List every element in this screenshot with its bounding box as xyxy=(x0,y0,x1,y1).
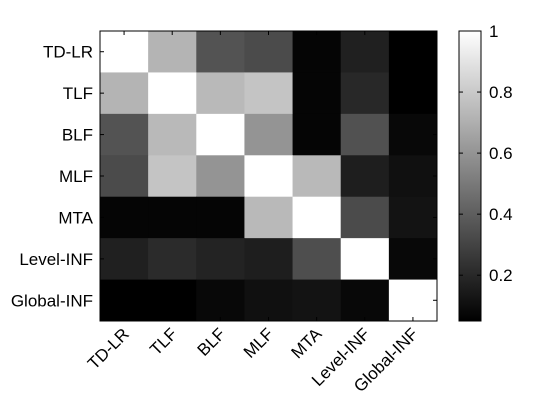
heatmap-cells xyxy=(100,31,438,322)
heatmap-cell-Global-INF-Level-INF xyxy=(340,279,390,322)
y-tick-label: BLF xyxy=(62,126,93,145)
heatmap-cell-Global-INF-Global-INF xyxy=(388,279,438,322)
colorbar-tick-label: 0.8 xyxy=(489,83,513,102)
heatmap-cell-TD-LR-Level-INF xyxy=(340,31,390,73)
heatmap-cell-MTA-MTA xyxy=(292,196,342,239)
heatmap-cell-MLF-Global-INF xyxy=(388,155,438,198)
heatmap-cell-BLF-TD-LR xyxy=(100,113,149,156)
heatmap-cell-TLF-MTA xyxy=(292,72,342,115)
heatmap-cell-MLF-MTA xyxy=(292,155,342,198)
y-tick-label: MTA xyxy=(58,208,93,227)
y-tick-label: MLF xyxy=(59,167,93,186)
heatmap-cell-TLF-BLF xyxy=(196,72,245,115)
heatmap-cell-Level-INF-MLF xyxy=(244,238,293,280)
heatmap-cell-TD-LR-Global-INF xyxy=(388,31,438,73)
heatmap-cell-Level-INF-TLF xyxy=(148,238,197,280)
heatmap-cell-Level-INF-BLF xyxy=(196,238,245,280)
heatmap-cell-Level-INF-Global-INF xyxy=(388,238,438,280)
heatmap-cell-BLF-MTA xyxy=(292,113,342,156)
y-tick-label: TD-LR xyxy=(43,43,93,62)
y-tick-label: Level-INF xyxy=(19,250,93,269)
heatmap-cell-Global-INF-MTA xyxy=(292,279,342,322)
heatmap-cell-TLF-Level-INF xyxy=(340,72,390,115)
y-axis-ticks: TD-LR TLF BLF MLF MTA Level-INF Global-INF xyxy=(11,43,437,310)
heatmap-cell-MLF-TD-LR xyxy=(100,155,149,198)
heatmap-cell-BLF-BLF xyxy=(196,113,245,156)
heatmap-cell-Global-INF-TD-LR xyxy=(100,279,149,322)
heatmap-cell-TLF-TLF xyxy=(148,72,197,115)
colorbar-tick-label: 0.4 xyxy=(489,205,513,224)
heatmap-cell-MLF-TLF xyxy=(148,155,197,198)
x-tick-label: TD-LR xyxy=(84,324,133,373)
colorbar-ticks: 0.2 0.4 0.6 0.8 1 xyxy=(459,22,513,285)
heatmap-cell-MLF-BLF xyxy=(196,155,245,198)
heatmap-cell-TD-LR-TD-LR xyxy=(100,31,149,73)
heatmap-cell-Global-INF-BLF xyxy=(196,279,245,322)
heatmap-cell-BLF-Global-INF xyxy=(388,113,438,156)
colorbar-tick-label: 1 xyxy=(489,22,498,41)
colorbar xyxy=(458,30,482,322)
heatmap-cell-TLF-TD-LR xyxy=(100,72,149,115)
heatmap-cell-MTA-Level-INF xyxy=(340,196,390,239)
x-tick-label: BLF xyxy=(194,324,229,359)
heatmap-cell-MTA-TLF xyxy=(148,196,197,239)
heatmap-cell-TLF-MLF xyxy=(244,72,293,115)
colorbar-tick-label: 0.2 xyxy=(489,266,513,285)
heatmap-cell-Level-INF-TD-LR xyxy=(100,238,149,280)
heatmap-cell-MTA-BLF xyxy=(196,196,245,239)
heatmap-cell-TD-LR-MTA xyxy=(292,31,342,73)
heatmap-cell-BLF-MLF xyxy=(244,113,293,156)
heatmap-cell-Level-INF-MTA xyxy=(292,238,342,280)
heatmap-cell-MTA-MLF xyxy=(244,196,293,239)
x-tick-label: MLF xyxy=(240,324,277,361)
heatmap-cell-BLF-TLF xyxy=(148,113,197,156)
heatmap-cell-MLF-MLF xyxy=(244,155,293,198)
heatmap-cell-TD-LR-MLF xyxy=(244,31,293,73)
heatmap-cell-MLF-Level-INF xyxy=(340,155,390,198)
heatmap-cell-TLF-Global-INF xyxy=(388,72,438,115)
colorbar-tick-label: 0.6 xyxy=(489,144,513,163)
heatmap-cell-Level-INF-Level-INF xyxy=(340,238,390,280)
y-tick-label: Global-INF xyxy=(11,291,93,310)
heatmap-cell-TD-LR-BLF xyxy=(196,31,245,73)
heatmap-cell-BLF-Level-INF xyxy=(340,113,390,156)
heatmap-cell-Global-INF-TLF xyxy=(148,279,197,322)
x-tick-label: TLF xyxy=(146,324,181,359)
heatmap-cell-MTA-TD-LR xyxy=(100,196,149,239)
y-tick-label: TLF xyxy=(63,84,93,103)
x-tick-label: MTA xyxy=(288,324,326,362)
heatmap-cell-MTA-Global-INF xyxy=(388,196,438,239)
heatmap-cell-Global-INF-MLF xyxy=(244,279,293,322)
heatmap-cell-TD-LR-TLF xyxy=(148,31,197,73)
